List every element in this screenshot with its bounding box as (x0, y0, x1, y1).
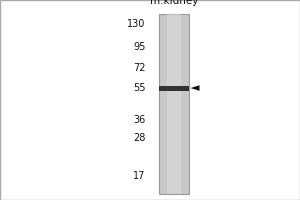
Text: 130: 130 (127, 19, 146, 29)
Bar (159, 86, 189, 91)
Text: 28: 28 (133, 133, 145, 143)
Text: 17: 17 (133, 171, 145, 181)
Text: 55: 55 (133, 83, 146, 93)
Text: 36: 36 (133, 115, 145, 125)
Text: 95: 95 (133, 42, 145, 52)
Text: 72: 72 (133, 63, 146, 73)
Polygon shape (190, 85, 200, 91)
Text: m.kidney: m.kidney (150, 0, 198, 6)
Bar (167, 14, 181, 194)
Bar (159, 14, 189, 194)
